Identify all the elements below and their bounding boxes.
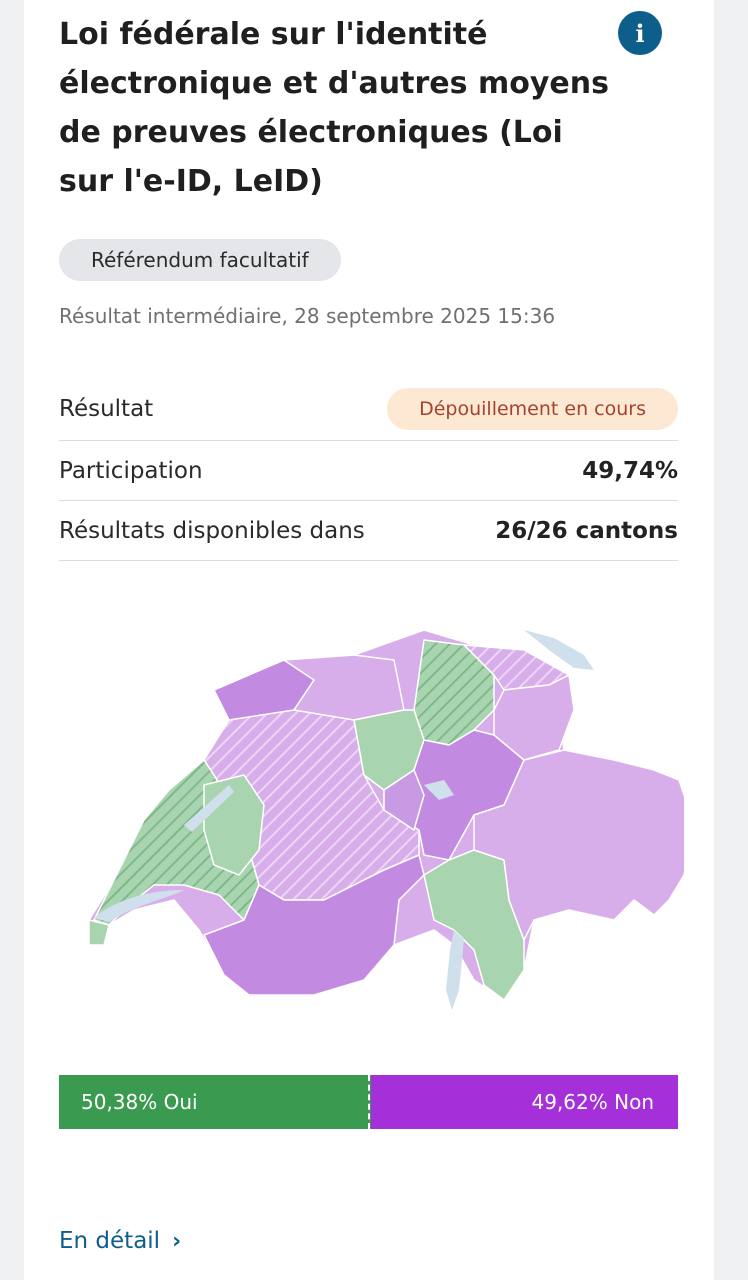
lake-maggiore: [446, 930, 464, 1010]
referendum-type-tag: Référendum facultatif: [59, 239, 341, 281]
available-value: 26/26 cantons: [495, 517, 678, 544]
page-title: Loi fédérale sur l'identité électronique…: [59, 17, 609, 199]
canton-valais: [203, 854, 425, 996]
switzerland-map-svg: [88, 629, 695, 1010]
result-label: Résultat: [59, 396, 154, 422]
yes-segment: 50,38% Oui: [59, 1075, 371, 1129]
lake-lucerne: [424, 780, 454, 800]
lake-geneva: [94, 890, 184, 922]
status-badge: Dépouillement en cours: [387, 388, 678, 430]
available-row: Résultats disponibles dans 26/26 cantons: [59, 501, 678, 561]
chevron-right-icon: ›: [172, 1228, 182, 1254]
canton-geneva: [88, 919, 110, 946]
summary-table: Résultat Dépouillement en cours Particip…: [59, 378, 678, 561]
info-icon[interactable]: i: [618, 11, 662, 55]
no-segment: 49,62% Non: [370, 1075, 678, 1129]
available-label: Résultats disponibles dans: [59, 517, 365, 544]
result-card: Loi fédérale sur l'identité électronique…: [24, 0, 714, 1280]
participation-value: 49,74%: [582, 457, 678, 484]
result-row: Résultat Dépouillement en cours: [59, 378, 678, 441]
participation-label: Participation: [59, 457, 203, 484]
participation-row: Participation 49,74%: [59, 441, 678, 501]
vote-result-bar: 50,38% Oui 49,62% Non: [59, 1075, 678, 1129]
canton-lucerne: [383, 769, 425, 831]
canton-graubunden: [473, 749, 695, 941]
majority-line: [368, 1075, 370, 1129]
detail-link-label: En détail: [59, 1228, 161, 1254]
lake-constance: [524, 630, 594, 670]
detail-link[interactable]: En détail ›: [59, 1228, 181, 1254]
lake-neuchatel: [184, 785, 234, 832]
canton-map[interactable]: [54, 600, 695, 1040]
canton-stgallen: [493, 674, 575, 761]
timestamp: Résultat intermédiaire, 28 septembre 202…: [59, 304, 556, 328]
